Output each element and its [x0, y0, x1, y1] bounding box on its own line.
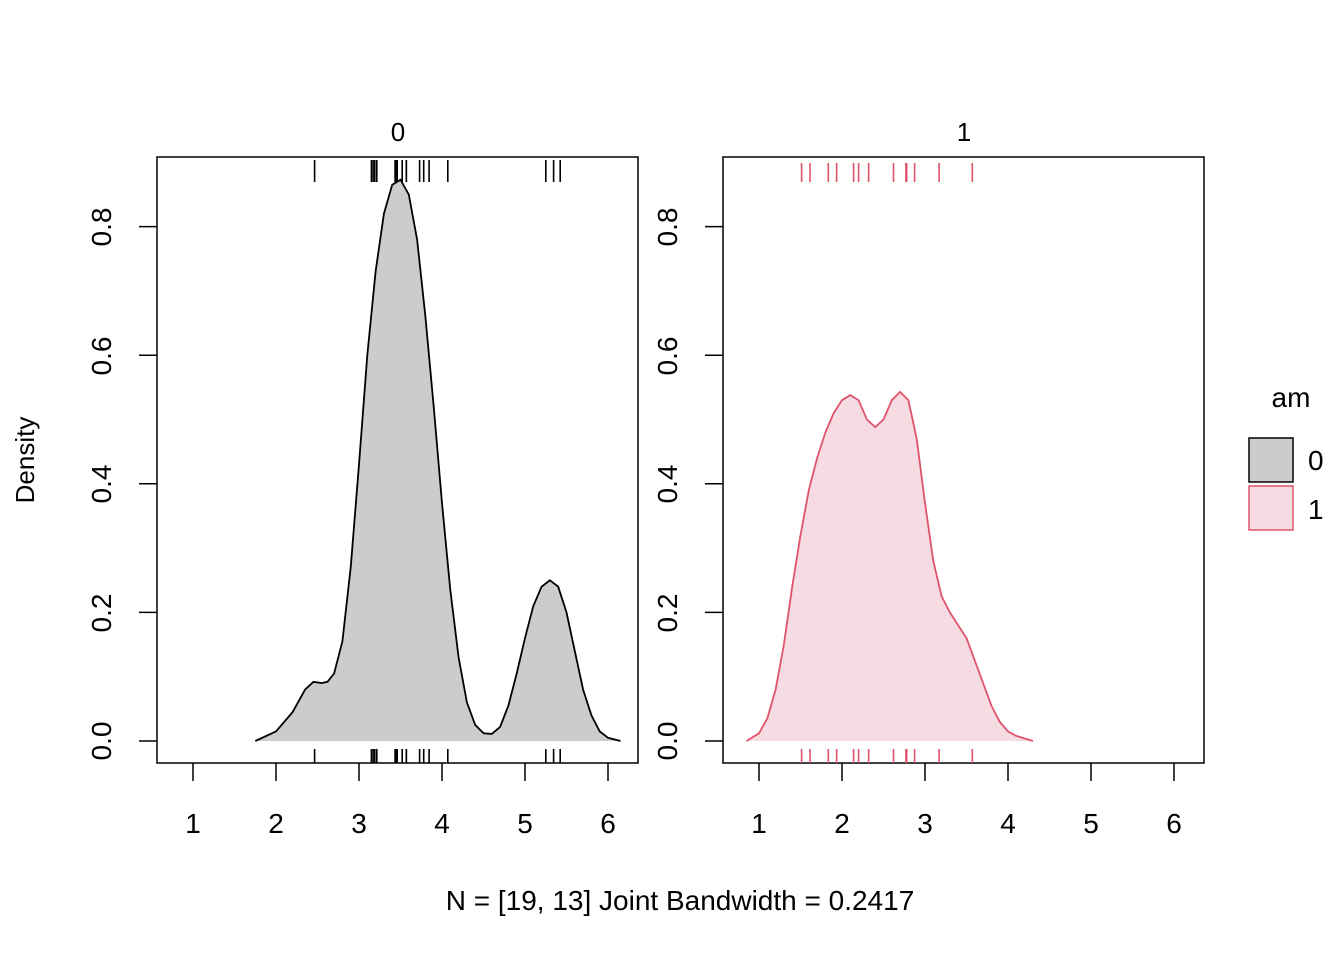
legend: am 0 1 [1248, 382, 1324, 531]
x-tick-label: 3 [917, 808, 933, 839]
density-line [746, 390, 1034, 742]
legend-title: am [1272, 382, 1311, 413]
legend-label-1: 1 [1308, 494, 1324, 525]
x-axis-title: N = [19, 13] Joint Bandwidth = 0.2417 [446, 885, 915, 916]
x-tick-label: 6 [1166, 808, 1182, 839]
x-tick-label: 2 [834, 808, 850, 839]
y-axis-title: Density [10, 417, 40, 504]
x-tick-label: 5 [517, 808, 533, 839]
y-tick-label: 0.4 [652, 465, 683, 504]
x-axis-1: 1 2 3 4 5 6 [751, 763, 1182, 839]
density-area-0 [254, 178, 621, 742]
y-axis-1: 0.0 0.2 0.4 0.6 0.8 [652, 208, 723, 761]
x-tick-label: 1 [185, 808, 201, 839]
panel-0: 0 1 2 3 4 5 6 0.0 0.2 0.4 0.6 0.8 [86, 117, 639, 839]
rug-0 [313, 160, 562, 763]
y-tick-label: 0.0 [652, 722, 683, 761]
y-tick-label: 0.8 [652, 208, 683, 247]
legend-swatch-0 [1248, 437, 1294, 483]
y-tick-label: 0.4 [86, 465, 117, 504]
panel-frame-1 [722, 156, 1205, 764]
y-tick-label: 0.2 [86, 594, 117, 633]
strip-label-0: 0 [391, 117, 405, 147]
x-tick-label: 3 [351, 808, 367, 839]
density-fill [746, 391, 1033, 741]
rug-1 [800, 163, 974, 763]
y-tick-label: 0.6 [86, 337, 117, 376]
x-tick-label: 5 [1083, 808, 1099, 839]
y-tick-label: 0.2 [652, 594, 683, 633]
density-area-1 [746, 390, 1034, 742]
x-tick-label: 1 [751, 808, 767, 839]
x-tick-label: 6 [600, 808, 616, 839]
density-line [254, 178, 621, 742]
y-tick-label: 0.8 [86, 208, 117, 247]
y-tick-label: 0.6 [652, 337, 683, 376]
x-tick-label: 4 [1000, 808, 1016, 839]
y-axis-0: 0.0 0.2 0.4 0.6 0.8 [86, 208, 157, 761]
panel-1: 1 1 2 3 4 5 6 0.0 0.2 0.4 0.6 0.8 [652, 117, 1205, 839]
x-tick-label: 4 [434, 808, 450, 839]
x-axis-0: 1 2 3 4 5 6 [185, 763, 616, 839]
y-tick-label: 0.0 [86, 722, 117, 761]
legend-swatch-1 [1248, 485, 1294, 531]
x-tick-label: 2 [268, 808, 284, 839]
legend-label-0: 0 [1308, 445, 1324, 476]
strip-label-1: 1 [957, 117, 971, 147]
